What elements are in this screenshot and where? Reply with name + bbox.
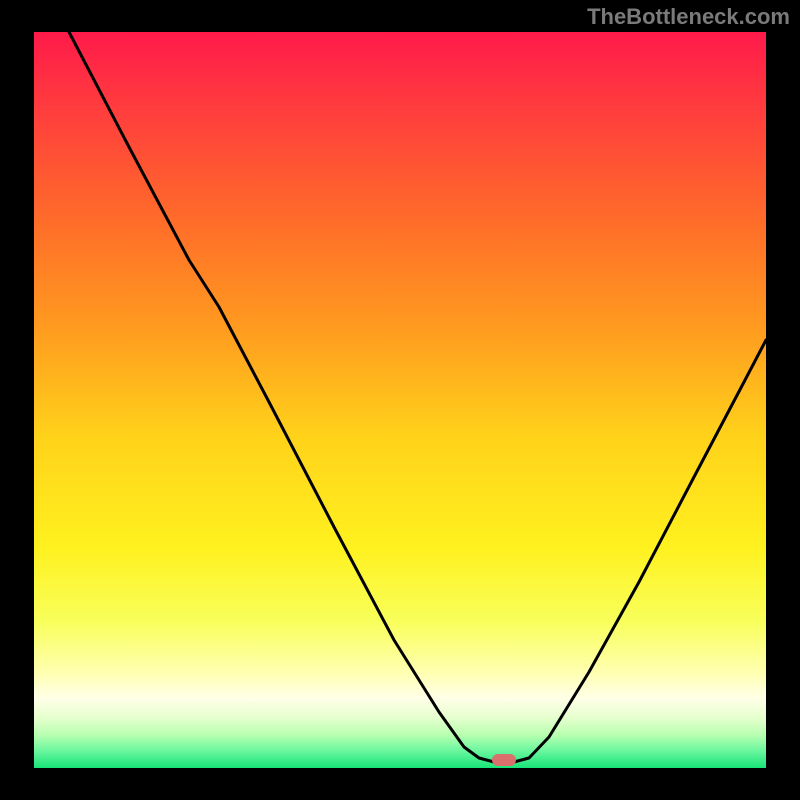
curve-layer	[34, 32, 766, 768]
bottleneck-curve	[69, 32, 766, 762]
optimum-marker	[492, 754, 516, 766]
plot-area	[34, 32, 766, 768]
chart-container: TheBottleneck.com	[0, 0, 800, 800]
watermark-text: TheBottleneck.com	[587, 4, 790, 30]
